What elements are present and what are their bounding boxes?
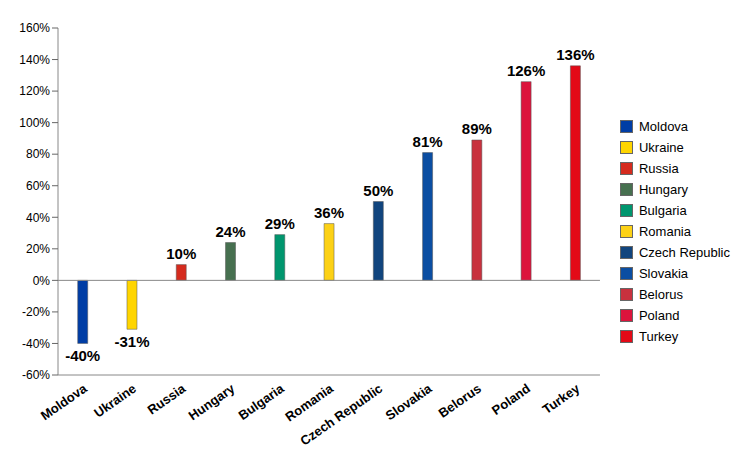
svg-text:-40%: -40% bbox=[65, 347, 100, 364]
svg-text:Bulgaria: Bulgaria bbox=[236, 380, 288, 423]
html-text:Belorus: Belorus bbox=[639, 287, 683, 302]
svg-text:10%: 10% bbox=[166, 245, 196, 262]
svg-text:0%: 0% bbox=[33, 274, 51, 288]
html-text:Bulgaria: Bulgaria bbox=[639, 203, 687, 218]
html-text:Hungary: Hungary bbox=[639, 182, 689, 197]
svg-text:36%: 36% bbox=[314, 204, 344, 221]
svg-text:Czech Republic: Czech Republic bbox=[297, 381, 385, 449]
html-text:Czech Republic: Czech Republic bbox=[639, 245, 730, 260]
html-text:Moldova: Moldova bbox=[639, 119, 689, 134]
html-text:Slovakia: Slovakia bbox=[639, 266, 689, 281]
html-text:Turkey: Turkey bbox=[639, 329, 679, 344]
svg-text:160%: 160% bbox=[19, 21, 50, 35]
svg-text:Ukraine: Ukraine bbox=[91, 381, 139, 421]
svg-text:-60%: -60% bbox=[22, 368, 50, 382]
svg-text:40%: 40% bbox=[26, 211, 50, 225]
svg-text:120%: 120% bbox=[19, 84, 50, 98]
svg-text:Belorus: Belorus bbox=[436, 381, 484, 421]
html-text:Ukraine: Ukraine bbox=[639, 140, 684, 155]
svg-text:24%: 24% bbox=[215, 223, 245, 240]
svg-text:50%: 50% bbox=[363, 182, 393, 199]
svg-text:-40%: -40% bbox=[22, 337, 50, 351]
html-text:Romania: Romania bbox=[639, 224, 691, 239]
svg-text:89%: 89% bbox=[462, 120, 492, 137]
html-text:Poland: Poland bbox=[639, 308, 680, 323]
svg-text:81%: 81% bbox=[413, 133, 443, 150]
svg-text:100%: 100% bbox=[19, 116, 50, 130]
svg-text:-20%: -20% bbox=[22, 305, 50, 319]
svg-text:-31%: -31% bbox=[114, 333, 149, 350]
svg-text:Poland: Poland bbox=[489, 381, 533, 418]
svg-text:20%: 20% bbox=[26, 242, 50, 256]
svg-text:126%: 126% bbox=[507, 62, 545, 79]
svg-text:Turkey: Turkey bbox=[540, 380, 583, 417]
svg-text:29%: 29% bbox=[265, 215, 295, 232]
svg-text:Slovakia: Slovakia bbox=[383, 380, 435, 423]
svg-text:Hungary: Hungary bbox=[186, 380, 238, 423]
svg-text:Romania: Romania bbox=[282, 380, 336, 425]
svg-text:Russia: Russia bbox=[145, 380, 189, 417]
svg-text:136%: 136% bbox=[556, 46, 594, 63]
svg-text:60%: 60% bbox=[26, 179, 50, 193]
svg-text:140%: 140% bbox=[19, 53, 50, 67]
svg-text:80%: 80% bbox=[26, 147, 50, 161]
html-text:Russia: Russia bbox=[639, 161, 679, 176]
svg-text:Moldova: Moldova bbox=[38, 380, 90, 423]
